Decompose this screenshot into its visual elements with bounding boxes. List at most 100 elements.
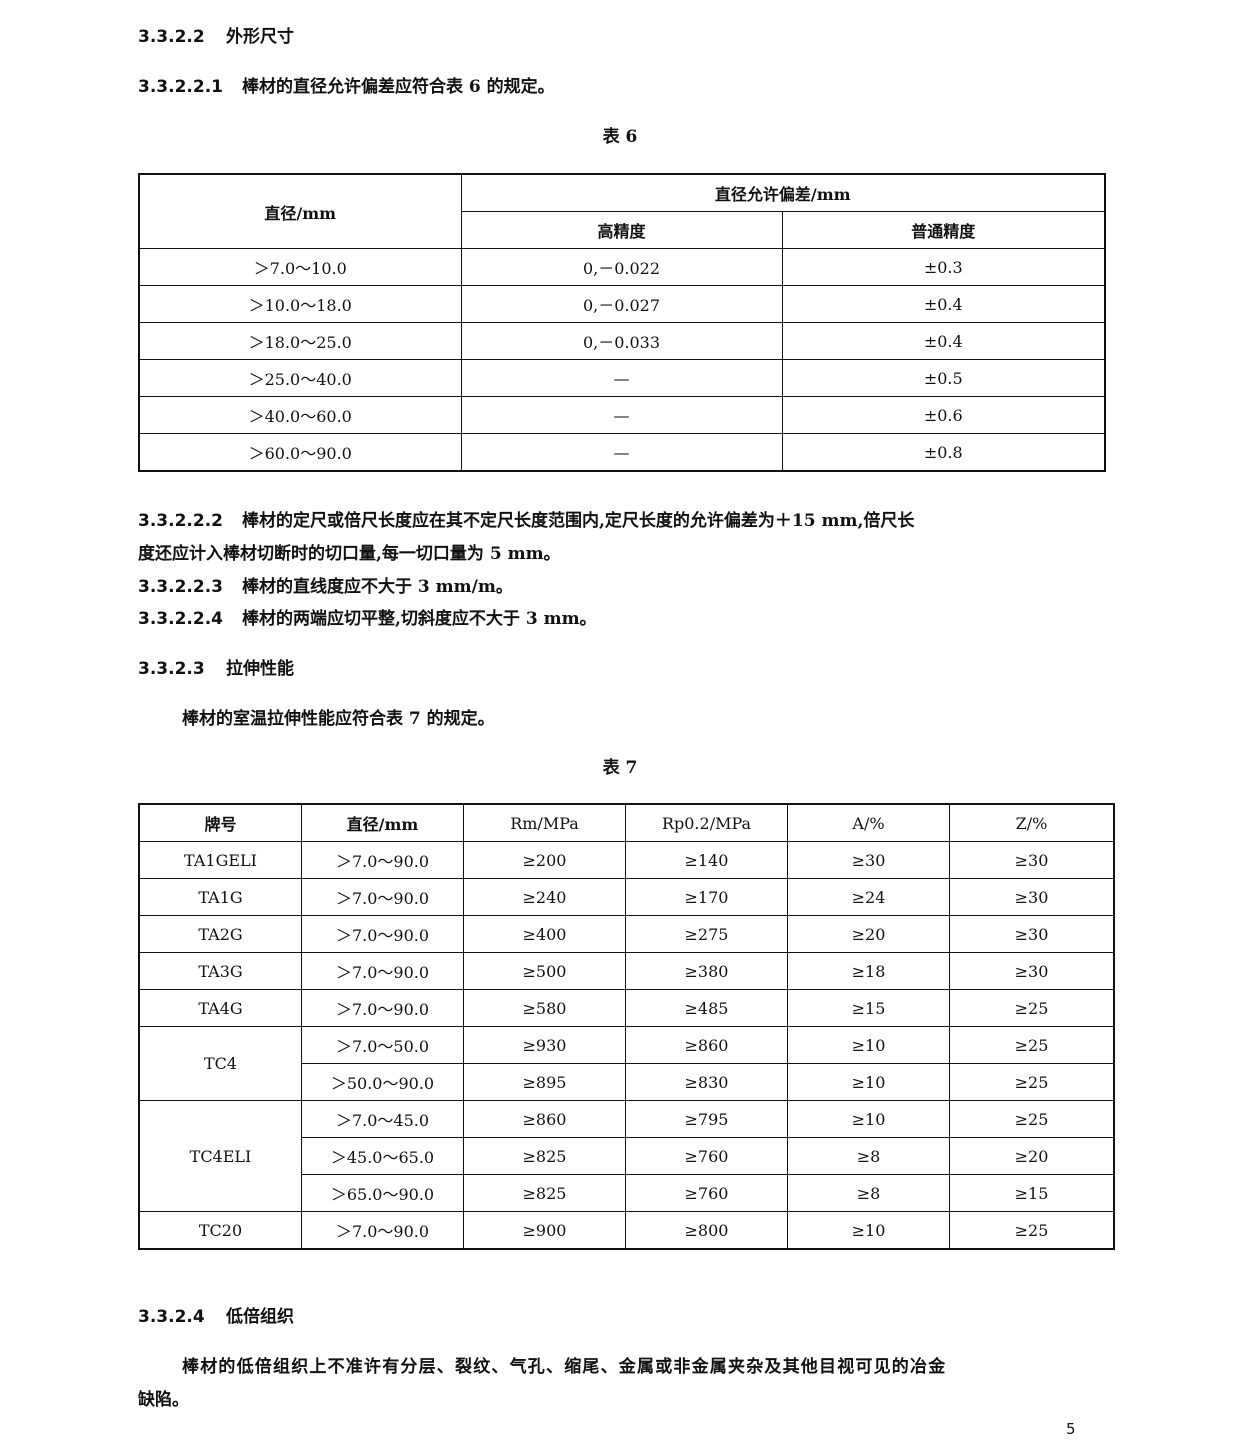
table-cell: ＞7.0～50.0 xyxy=(301,1026,464,1064)
column-header: A/% xyxy=(787,803,950,842)
table-row: TA4G ＞7.0～90.0 ≥580 ≥485 ≥15 ≥25 xyxy=(138,989,1115,1027)
table-cell: ≥25 xyxy=(949,1026,1115,1064)
header-high-precision: 高精度 xyxy=(460,211,783,249)
table-row: TA2G ＞7.0～90.0 ≥400 ≥275 ≥20 ≥30 xyxy=(138,915,1115,953)
table-cell: ≥400 xyxy=(463,915,626,953)
table-cell: ＞65.0～90.0 xyxy=(301,1174,464,1212)
table-cell: ＞7.0～90.0 xyxy=(301,841,464,879)
table-cell: ≥240 xyxy=(463,878,626,916)
paragraph: 棒材的室温拉伸性能应符合表 7 的规定。 xyxy=(182,709,495,729)
table-cell: ≥10 xyxy=(787,1026,950,1064)
page-number: 5 xyxy=(1066,1420,1076,1438)
table-cell: ≥140 xyxy=(625,841,788,879)
table-cell: ≥930 xyxy=(463,1026,626,1064)
grade-cell: TA3G xyxy=(138,952,302,990)
table-cell: ±0.4 xyxy=(781,322,1106,360)
table-cell: ≥10 xyxy=(787,1211,950,1250)
table-cell: ＞7.0～10.0 xyxy=(138,248,462,286)
column-header: Z/% xyxy=(949,803,1115,842)
table-cell: ＞18.0～25.0 xyxy=(138,322,462,360)
table-cell: ＞7.0～90.0 xyxy=(301,878,464,916)
table-cell: ≥30 xyxy=(949,952,1115,990)
table-cell: ≥25 xyxy=(949,989,1115,1027)
table-cell: ≥825 xyxy=(463,1137,626,1175)
table-cell: ＞25.0～40.0 xyxy=(138,359,462,397)
table-cell: ≥30 xyxy=(949,915,1115,953)
table-cell: ＞40.0～60.0 xyxy=(138,396,462,434)
table-row: ＞60.0～90.0— ±0.8 xyxy=(138,433,1106,472)
paragraph: 棒材的低倍组织上不准许有分层、裂纹、气孔、缩尾、金属或非金属夹杂及其他目视可见的… xyxy=(182,1357,947,1377)
section-heading: 3.3.2.4 低倍组织 xyxy=(138,1307,294,1327)
grade-cell: TA2G xyxy=(138,915,302,953)
table-cell: ≥200 xyxy=(463,841,626,879)
table-cell: 0,－0.022 xyxy=(460,248,783,286)
table-cell: 0,－0.027 xyxy=(460,285,783,323)
table-cell: ≥8 xyxy=(787,1174,950,1212)
clause: 3.3.2.2.1 棒材的直径允许偏差应符合表 6 的规定。 xyxy=(138,77,555,97)
table-cell: ≥25 xyxy=(949,1100,1115,1138)
table-cell: ＞7.0～90.0 xyxy=(301,989,464,1027)
table-cell: 0,－0.033 xyxy=(460,322,783,360)
table-cell: ≥860 xyxy=(463,1100,626,1138)
table-cell: ≥15 xyxy=(949,1174,1115,1212)
table-cell: ≥580 xyxy=(463,989,626,1027)
table-cell: ≥800 xyxy=(625,1211,788,1250)
clause-continued: 度还应计入棒材切断时的切口量,每一切口量为 5 mm。 xyxy=(138,544,561,564)
table-cell: ≥20 xyxy=(787,915,950,953)
table-row: ＞50.0～90.0 ≥895 ≥830 ≥10 ≥25 xyxy=(139,1063,1115,1101)
table-cell: ≥825 xyxy=(463,1174,626,1212)
table-cell: ＞7.0～90.0 xyxy=(301,952,464,990)
table-cell: ≥30 xyxy=(949,878,1115,916)
table-cell: ≥10 xyxy=(787,1063,950,1101)
table-cell: ≥24 xyxy=(787,878,950,916)
table-cell: ＞45.0～65.0 xyxy=(301,1137,464,1175)
grade-cell: TC4ELI xyxy=(138,1100,302,1212)
section-heading: 3.3.2.3 拉伸性能 xyxy=(138,659,294,679)
table-cell: ≥795 xyxy=(625,1100,788,1138)
table-cell: ≥18 xyxy=(787,952,950,990)
clause: 3.3.2.2.3 棒材的直线度应不大于 3 mm/m。 xyxy=(138,577,513,597)
table-row: TA1G ＞7.0～90.0 ≥240 ≥170 ≥24 ≥30 xyxy=(138,878,1115,916)
table-cell: ＞60.0～90.0 xyxy=(138,433,462,472)
table-cell: ≥895 xyxy=(463,1063,626,1101)
column-header: 牌号 xyxy=(138,803,302,842)
table-cell: ≥485 xyxy=(625,989,788,1027)
table-cell: ≥500 xyxy=(463,952,626,990)
table-row: TC20 ＞7.0～90.0 ≥900 ≥800 ≥10 ≥25 xyxy=(138,1211,1115,1250)
grade-cell: TC20 xyxy=(138,1211,302,1250)
table-cell: ±0.4 xyxy=(781,285,1106,323)
grade-cell: TC4 xyxy=(138,1026,302,1101)
table-row: TC4ELI ＞7.0～45.0 ≥860 ≥795 ≥10 ≥25 xyxy=(138,1100,1115,1212)
header-tolerance: 直径允许偏差/mm xyxy=(460,173,1106,212)
table-row: TA1GELI ＞7.0～90.0 ≥200 ≥140 ≥30 ≥30 xyxy=(138,841,1115,879)
header-diameter: 直径/mm xyxy=(138,173,462,249)
table-cell: ±0.5 xyxy=(781,359,1106,397)
table-6: 直径/mm 直径允许偏差/mm 高精度 普通精度 ＞7.0～10.0 0,－0.022… xyxy=(138,173,1106,472)
table-cell: ≥20 xyxy=(949,1137,1115,1175)
table-cell: ≥25 xyxy=(949,1211,1115,1250)
table-row: ＞25.0～40.0— ±0.5 xyxy=(138,359,1106,397)
table-cell: ≥860 xyxy=(625,1026,788,1064)
clause: 3.3.2.2.2 棒材的定尺或倍尺长度应在其不定尺长度范围内,定尺长度的允许偏差… xyxy=(138,511,915,531)
column-header: Rm/MPa xyxy=(463,803,626,842)
table-row: TA3G ＞7.0～90.0 ≥500 ≥380 ≥18 ≥30 xyxy=(138,952,1115,990)
table-cell: ＞7.0～45.0 xyxy=(301,1100,464,1138)
grade-cell: TA1G xyxy=(138,878,302,916)
paragraph-continued: 缺陷。 xyxy=(138,1390,189,1410)
table-cell: ≥30 xyxy=(949,841,1115,879)
table6-caption: 表 6 xyxy=(602,127,638,147)
table-cell: ＞50.0～90.0 xyxy=(301,1063,464,1101)
table-cell: ≥380 xyxy=(625,952,788,990)
table-cell: ＞7.0～90.0 xyxy=(301,915,464,953)
table-cell: ＞7.0～90.0 xyxy=(301,1211,464,1250)
table-cell: ≥10 xyxy=(787,1100,950,1138)
table-row: ＞10.0～18.0 0,－0.027 ±0.4 xyxy=(138,285,1106,323)
table-row: TC4 ＞7.0～50.0 ≥930 ≥860 ≥10 ≥25 xyxy=(138,1026,1115,1101)
table-cell: ≥275 xyxy=(625,915,788,953)
table7-caption: 表 7 xyxy=(602,758,638,778)
table-cell: — xyxy=(460,433,783,472)
table-cell: ≥760 xyxy=(625,1137,788,1175)
grade-cell: TA4G xyxy=(138,989,302,1027)
table-cell: — xyxy=(460,396,783,434)
